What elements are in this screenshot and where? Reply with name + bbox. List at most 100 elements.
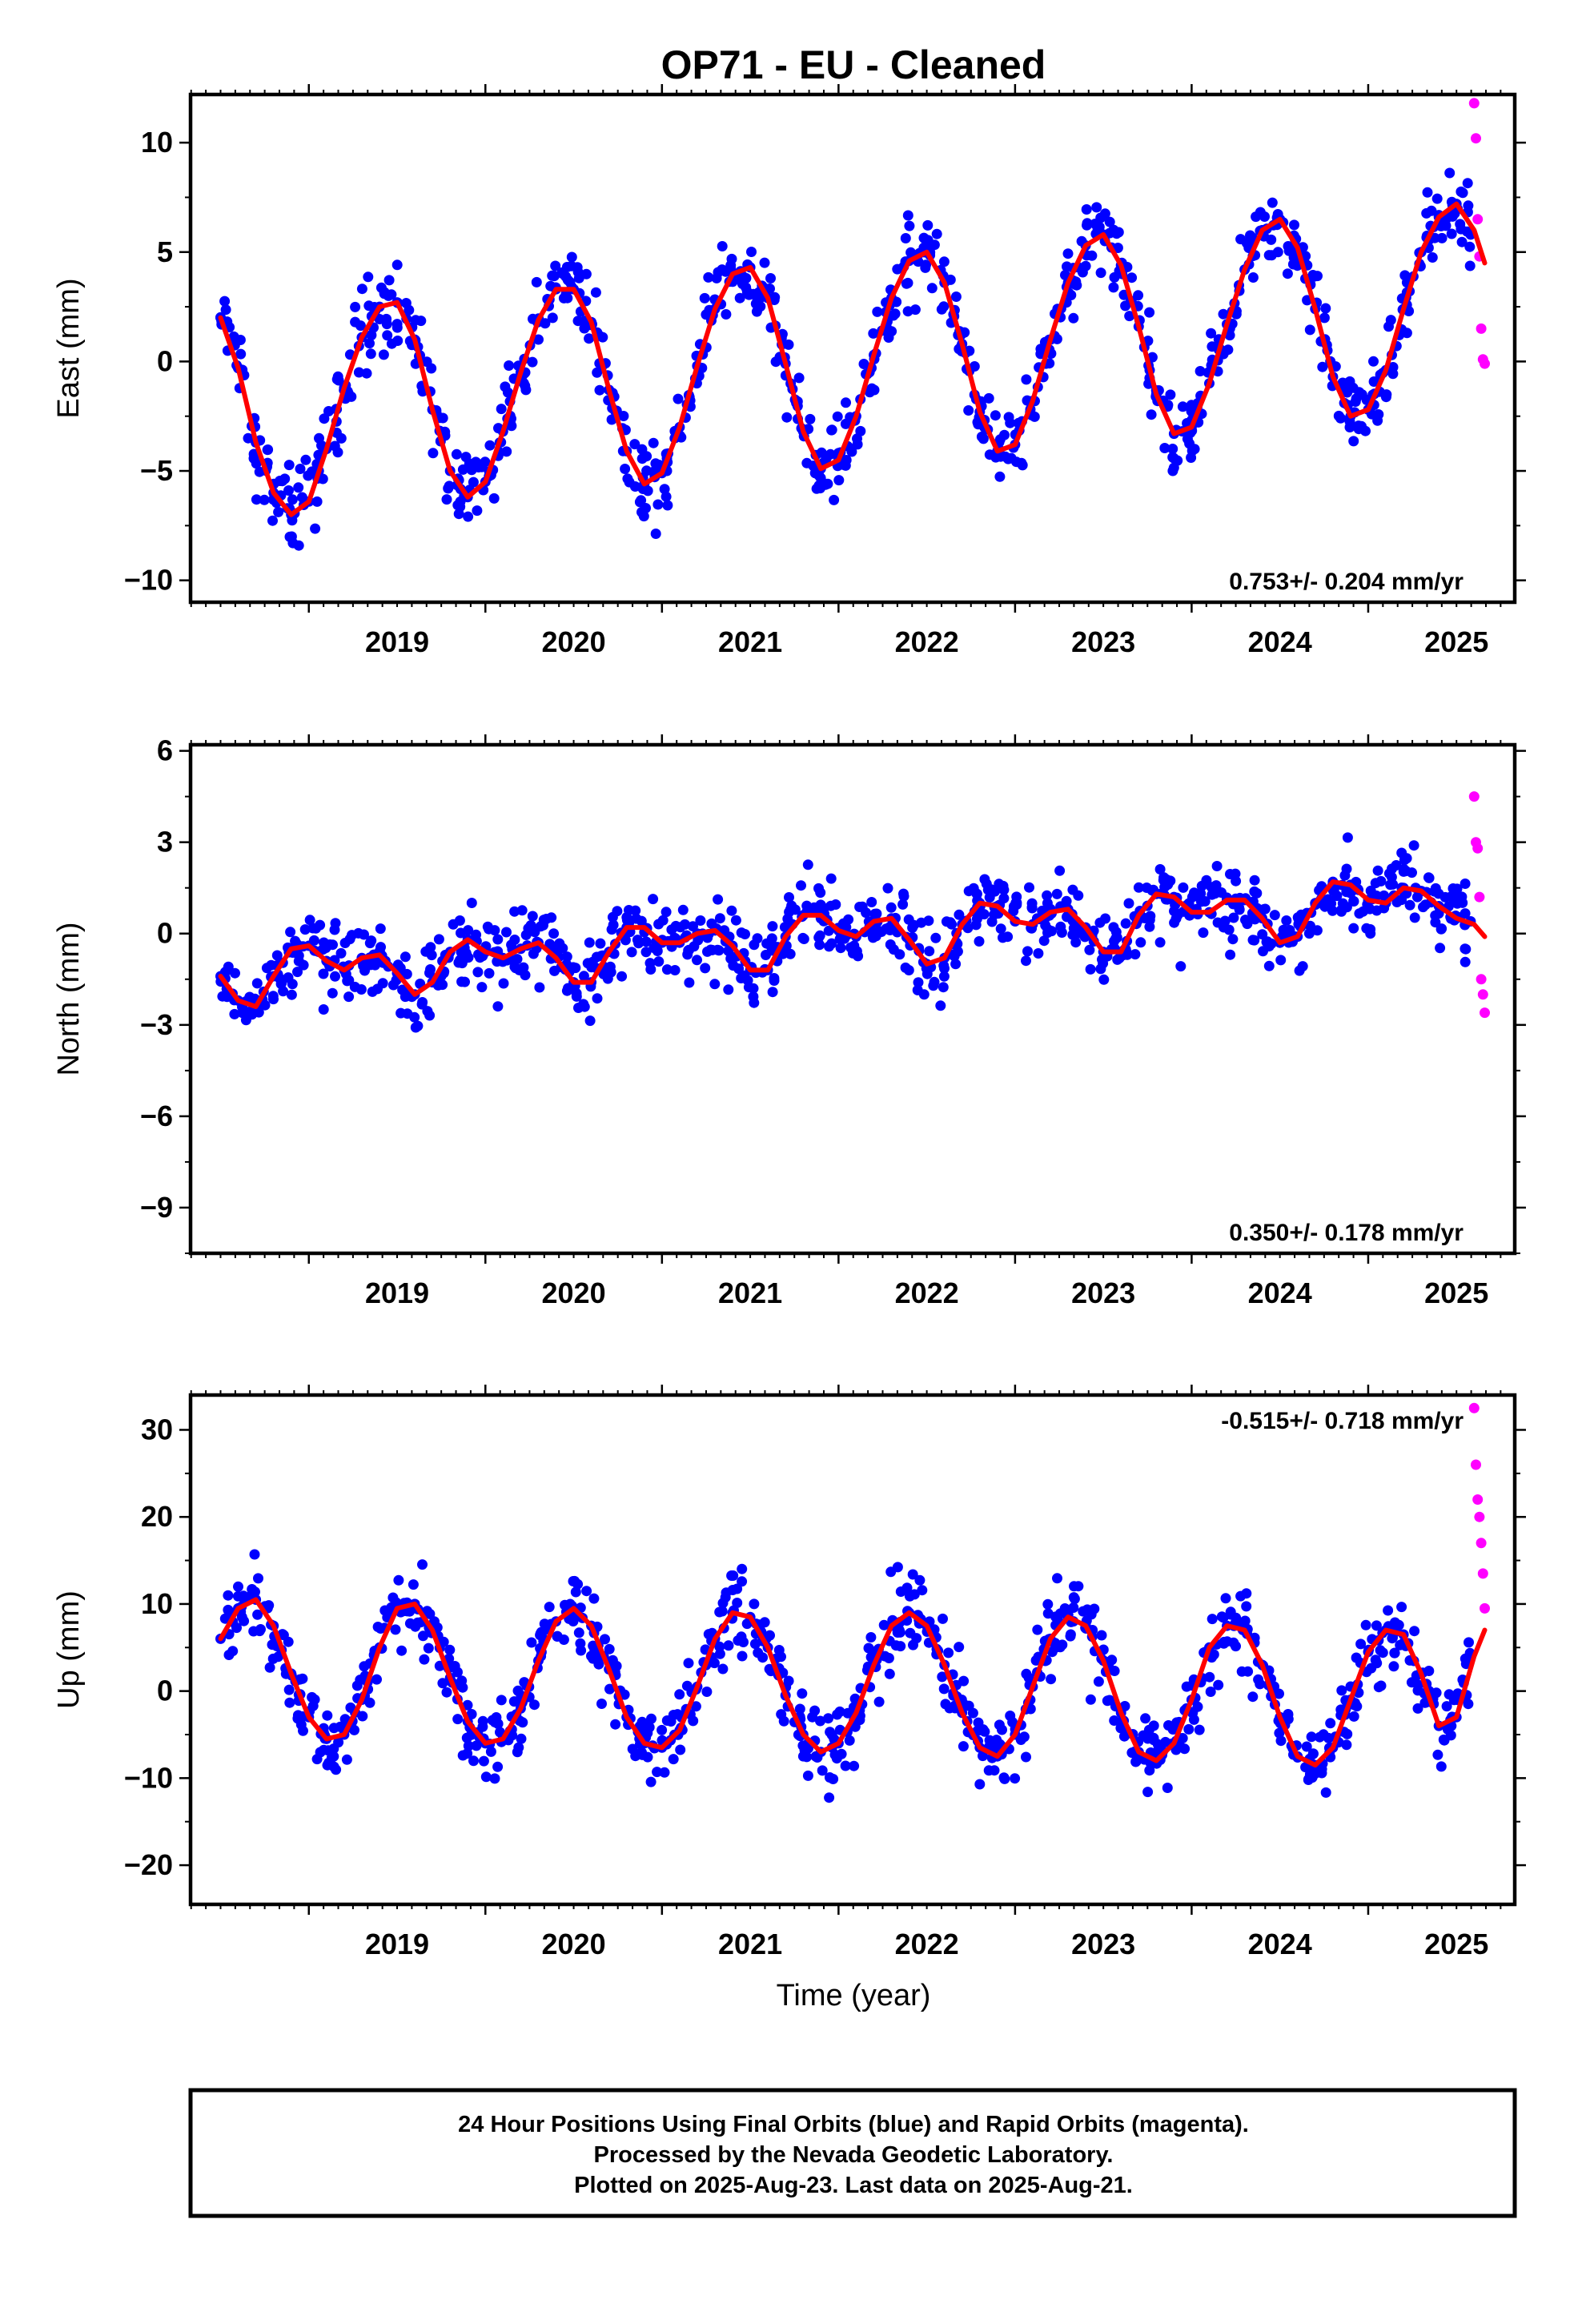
final-point	[656, 1724, 668, 1735]
final-point	[526, 1637, 537, 1648]
final-point	[717, 1606, 728, 1617]
final-point	[1231, 1641, 1241, 1652]
final-point	[904, 220, 915, 231]
final-point	[1306, 1731, 1317, 1743]
final-point	[417, 1559, 428, 1570]
final-point	[873, 1696, 885, 1707]
final-point	[335, 432, 347, 444]
final-point	[267, 991, 279, 1002]
final-point	[652, 499, 664, 510]
final-point	[593, 1659, 604, 1670]
final-point	[1251, 887, 1263, 899]
final-point	[1029, 411, 1040, 422]
final-point	[252, 1609, 263, 1620]
final-point	[594, 384, 605, 396]
final-point	[1167, 444, 1178, 454]
final-point	[1445, 1730, 1456, 1741]
final-point	[1109, 935, 1119, 947]
final-point	[1460, 956, 1471, 967]
final-point	[994, 471, 1006, 482]
final-point	[391, 322, 403, 333]
panel-up: 2019 2020 2021 2022 2023 2024 2025 −20 −10 0 10 20 3…	[52, 1385, 1526, 1960]
final-point	[888, 310, 899, 321]
final-point	[865, 1632, 877, 1642]
final-point	[1085, 1694, 1096, 1705]
final-point	[1436, 232, 1447, 243]
final-point	[326, 1752, 337, 1763]
final-point	[548, 928, 560, 939]
final-point	[1199, 896, 1211, 907]
final-point	[578, 971, 589, 982]
final-point	[900, 233, 911, 243]
final-point	[1336, 1685, 1347, 1696]
final-point	[1316, 1767, 1327, 1779]
final-point	[1223, 924, 1235, 935]
final-point	[638, 511, 649, 522]
final-point	[443, 483, 454, 494]
final-point	[662, 500, 673, 511]
final-point	[304, 915, 315, 926]
final-point	[1263, 960, 1275, 971]
final-point	[785, 948, 796, 959]
model-fit-line	[218, 1597, 1488, 1768]
final-point	[958, 1675, 970, 1687]
final-point	[477, 1715, 488, 1727]
final-point	[1430, 910, 1441, 921]
final-point	[1373, 1682, 1384, 1693]
final-point	[963, 405, 974, 416]
final-point	[1098, 974, 1110, 985]
final-point	[784, 892, 794, 903]
final-point	[573, 272, 584, 283]
final-point	[441, 494, 452, 505]
final-point	[1435, 923, 1447, 935]
final-point	[1195, 366, 1206, 376]
final-point	[287, 494, 298, 505]
x-tick-label: 2023	[1071, 1277, 1135, 1309]
rapid-point	[1476, 974, 1487, 985]
final-point	[1141, 883, 1152, 893]
final-point	[908, 1639, 918, 1651]
final-point	[525, 920, 536, 931]
final-point	[825, 873, 837, 884]
final-point	[1294, 965, 1305, 976]
final-point	[297, 1673, 308, 1684]
final-point	[1325, 1718, 1336, 1729]
final-point	[1189, 444, 1200, 455]
final-point	[1441, 1701, 1452, 1712]
final-point	[943, 1647, 954, 1659]
final-point	[796, 880, 806, 891]
rate-annotation: -0.515+/- 0.718 mm/yr	[1221, 1408, 1464, 1434]
final-point	[1220, 1593, 1231, 1604]
final-point	[299, 924, 311, 935]
final-point	[653, 956, 665, 967]
final-point	[271, 950, 283, 961]
final-point	[547, 270, 558, 281]
y-tick-label: 20	[141, 1500, 173, 1533]
final-point	[1211, 861, 1223, 871]
final-point	[1241, 1601, 1252, 1612]
final-point	[1320, 303, 1331, 314]
final-point	[688, 1715, 699, 1727]
final-point	[1383, 868, 1395, 879]
final-point	[1259, 904, 1270, 915]
final-point	[318, 968, 329, 979]
final-point	[675, 1744, 686, 1755]
rapid-point	[1474, 891, 1485, 903]
x-tick-label: 2023	[1071, 1928, 1135, 1960]
final-point	[1311, 925, 1323, 936]
final-point	[1289, 219, 1299, 231]
final-point	[783, 339, 794, 350]
final-point	[1353, 420, 1364, 432]
rapid-point	[1474, 1511, 1485, 1522]
final-point	[1010, 898, 1022, 908]
final-point	[1401, 328, 1412, 339]
final-point	[310, 523, 321, 534]
final-point	[840, 1760, 851, 1771]
final-point	[1365, 924, 1376, 935]
final-point	[1160, 1736, 1171, 1747]
final-point	[421, 356, 432, 368]
final-point	[1368, 356, 1379, 367]
final-point	[1429, 886, 1440, 897]
final-point	[644, 1722, 655, 1733]
final-point	[797, 1688, 808, 1699]
